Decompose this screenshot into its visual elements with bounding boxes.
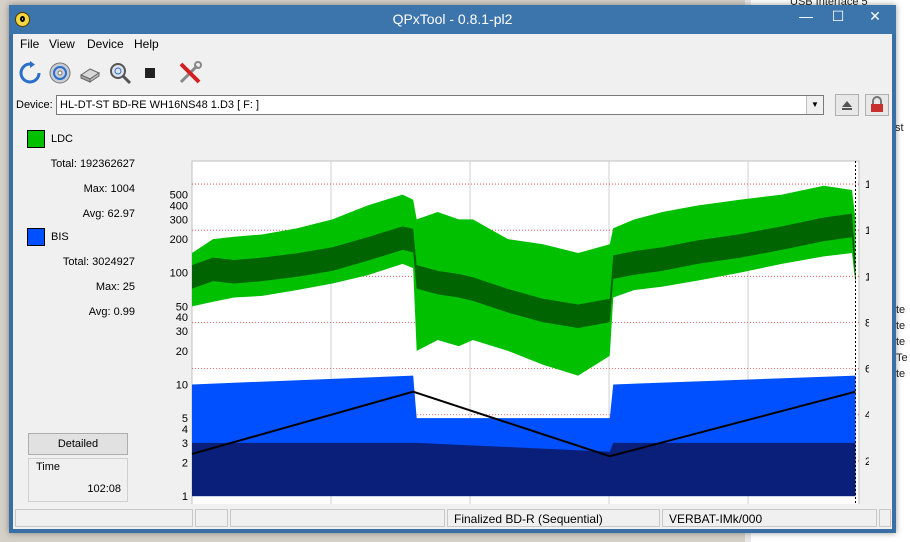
close-button[interactable]: ✕ (869, 8, 881, 24)
background-fragment: te (896, 368, 906, 380)
ldc-max: Max: 1004 (83, 183, 135, 195)
status-disc-type: Finalized BD-R (Sequential) (447, 509, 660, 527)
y-right-tick-label: 14 (865, 179, 869, 191)
menu-device[interactable]: Device (87, 37, 124, 51)
y-right-tick-label: 12 (865, 225, 869, 237)
y-left-tick-label: 50 (176, 301, 188, 313)
y-left-tick-label: 10 (176, 379, 188, 391)
bis-total: Total: 3024927 (62, 256, 135, 268)
y-left-tick-label: 2 (182, 458, 188, 470)
y-left-tick-label: 3 (182, 438, 188, 450)
settings-tools-icon[interactable] (176, 59, 204, 87)
menu-bar: File View Device Help (13, 34, 892, 54)
device-label: Device: (16, 99, 53, 111)
background-fragment: te (896, 320, 906, 332)
menu-help[interactable]: Help (134, 37, 159, 51)
device-row: Device: HL-DT-ST BD-RE WH16NS48 1.D3 [ F… (13, 94, 892, 118)
y-left-tick-label: 5 (182, 413, 188, 425)
bis-avg: Avg: 0.99 (88, 306, 135, 318)
ldc-bis-chart: 19.8 GB39.6 GB59.4 GB79.2 GB246810121412… (170, 160, 877, 526)
status-cell-empty (195, 509, 228, 527)
y-left-tick-label: 500 (170, 190, 188, 202)
magnifier-icon[interactable] (106, 59, 134, 87)
client-area: File View Device Help (13, 34, 892, 529)
window-title: QPxTool - 0.8.1-pl2 (392, 11, 513, 27)
background-fragment: Te (896, 352, 908, 364)
y-right-tick-label: 4 (865, 410, 869, 422)
detailed-button[interactable]: Detailed (28, 433, 128, 455)
menu-file[interactable]: File (20, 37, 40, 51)
y-left-tick-label: 1 (182, 491, 188, 503)
ldc-avg-area (192, 213, 856, 329)
bis-label: BIS (51, 231, 69, 243)
speed-line (191, 390, 856, 458)
ldc-total: Total: 192362627 (50, 158, 135, 170)
y-left-tick-label: 200 (170, 234, 188, 246)
refresh-icon[interactable] (16, 59, 44, 87)
y-right-tick-label: 10 (865, 271, 869, 283)
y-left-tick-label: 40 (176, 312, 188, 324)
status-media-id: VERBAT-IMk/000 (662, 509, 877, 527)
time-box: Time 102:08 (28, 458, 128, 502)
bis-color-swatch (27, 228, 45, 246)
qpxtool-window: QPxTool - 0.8.1-pl2 — ☐ ✕ File View Devi… (9, 5, 896, 533)
device-select-value: HL-DT-ST BD-RE WH16NS48 1.D3 [ F: ] (60, 99, 260, 111)
lock-button[interactable] (865, 94, 889, 116)
minimize-button[interactable]: — (799, 8, 813, 24)
status-cell-empty (230, 509, 445, 527)
resize-grip[interactable] (879, 509, 891, 527)
disc-scan-icon[interactable] (46, 59, 74, 87)
bis-max: Max: 25 (95, 281, 135, 293)
drive-icon[interactable] (76, 59, 104, 87)
lock-icon (871, 96, 883, 112)
chevron-down-icon[interactable]: ▼ (806, 96, 823, 114)
ldc-color-swatch (27, 130, 45, 148)
ldc-area (192, 185, 856, 376)
time-label: Time (36, 461, 61, 473)
y-right-tick-label: 6 (865, 364, 869, 376)
y-left-tick-label: 300 (170, 214, 188, 226)
y-left-tick-label: 100 (170, 268, 188, 280)
maximize-button[interactable]: ☐ (831, 8, 845, 24)
y-left-tick-label: 4 (182, 424, 188, 436)
y-left-tick-label: 30 (176, 326, 188, 338)
bis-avg-area (192, 442, 856, 497)
background-fragment: te (896, 304, 906, 316)
toolbar (13, 56, 892, 92)
status-cell-empty (15, 509, 193, 527)
chart-area: 19.8 GB39.6 GB59.4 GB79.2 GB246810121412… (144, 124, 877, 526)
ldc-avg: Avg: 62.97 (82, 208, 135, 220)
eject-icon (842, 101, 852, 110)
ldc-label: LDC (51, 133, 74, 145)
title-bar[interactable]: QPxTool - 0.8.1-pl2 — ☐ ✕ (9, 5, 896, 34)
app-icon (15, 12, 30, 27)
stop-icon[interactable] (136, 59, 164, 87)
background-usb-text: USB Interface 5 (790, 0, 868, 8)
y-left-tick-label: 400 (170, 200, 188, 212)
y-left-tick-label: 20 (176, 346, 188, 358)
device-select[interactable]: HL-DT-ST BD-RE WH16NS48 1.D3 [ F: ] ▼ (56, 95, 824, 115)
eject-button[interactable] (835, 94, 859, 116)
background-fragment: st (895, 122, 904, 134)
stats-panel: LDC Total: 192362627 Max: 1004 Avg: 62.9… (13, 122, 143, 502)
menu-view[interactable]: View (49, 37, 75, 51)
y-right-tick-label: 2 (865, 456, 869, 468)
time-value: 102:08 (87, 483, 121, 495)
status-bar: Finalized BD-R (Sequential) VERBAT-IMk/0… (13, 507, 892, 529)
y-right-tick-label: 8 (865, 317, 869, 329)
background-fragment: te (896, 336, 906, 348)
